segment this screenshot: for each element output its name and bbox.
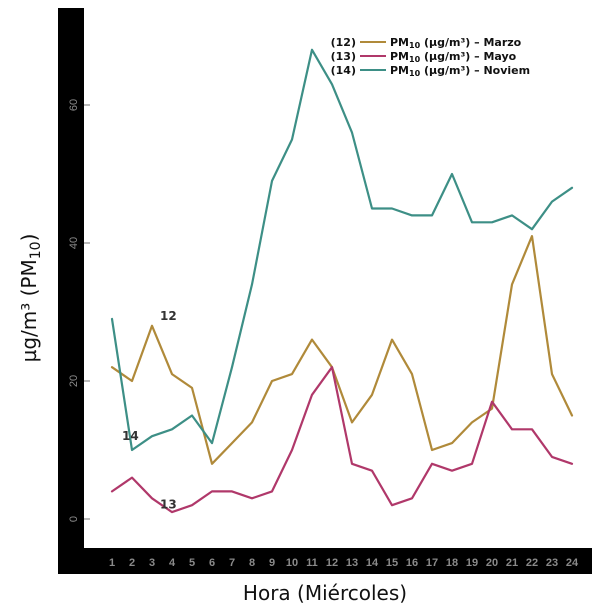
- x-tick-label: 19: [466, 557, 478, 569]
- x-tick-label: 23: [546, 557, 558, 569]
- series-inline-label-13: 13: [160, 497, 177, 511]
- legend-label-13: PM10 (µg/m³) – Mayo: [390, 50, 517, 64]
- x-tick-label: 10: [286, 557, 298, 569]
- x-tick-label: 21: [506, 557, 518, 569]
- series-inline-label-12: 12: [160, 309, 177, 323]
- x-tick-label: 20: [486, 557, 498, 569]
- series-line-12: [110, 235, 574, 465]
- x-tick-label: 7: [229, 557, 235, 569]
- x-tick-label: 22: [526, 557, 538, 569]
- legend-prefix-13: (13): [331, 50, 356, 63]
- x-tick-label: 14: [366, 557, 379, 569]
- x-tick-label: 8: [249, 557, 255, 569]
- x-tick-label: 2: [129, 557, 135, 569]
- y-axis-ticks: 0 20 40 60: [68, 99, 90, 522]
- x-tick-label: 4: [169, 557, 176, 569]
- x-tick-label: 3: [149, 557, 155, 569]
- x-tick-label: 11: [306, 557, 318, 569]
- x-tick-label: 5: [189, 557, 195, 569]
- bottom-black-band: [58, 548, 592, 574]
- x-tick-label: 16: [406, 557, 418, 569]
- legend-label-14: PM10 (µg/m³) – Noviem: [390, 64, 530, 78]
- series-lines: [110, 48, 574, 514]
- x-tick-label: 1: [109, 557, 115, 569]
- y-axis-title-main: µg/m³ (PM: [17, 259, 41, 362]
- x-tick-label: 18: [446, 557, 458, 569]
- y-tick-label: 20: [68, 375, 80, 387]
- x-tick-label: 24: [566, 557, 579, 569]
- x-axis-ticks: 1 2 3 4 5 6 7 8 9 10 11 12 13 14 15 16 17 18 19 20 21 22 23 24: [109, 557, 579, 569]
- x-tick-label: 17: [426, 557, 438, 569]
- y-axis-title-end: ): [17, 234, 41, 242]
- series-line-14: [110, 48, 574, 452]
- series-inline-label-14: 14: [122, 429, 139, 443]
- legend-prefix-12: (12): [331, 36, 356, 49]
- x-tick-label: 12: [326, 557, 338, 569]
- y-axis-title: µg/m³ (PM10): [17, 234, 44, 363]
- x-tick-label: 15: [386, 557, 398, 569]
- x-tick-label: 13: [346, 557, 358, 569]
- series-line-13: [110, 366, 574, 514]
- x-tick-label: 9: [269, 557, 275, 569]
- legend: (12) PM10 (µg/m³) – Marzo (13) PM10 (µg/m³)…: [331, 36, 530, 78]
- left-black-band: [58, 8, 84, 574]
- y-tick-label: 40: [68, 237, 80, 249]
- x-axis-title: Hora (Miércoles): [243, 581, 407, 605]
- legend-prefix-14: (14): [331, 64, 356, 77]
- y-axis-title-sub: 10: [28, 241, 44, 259]
- y-tick-label: 60: [68, 99, 80, 111]
- x-tick-label: 6: [209, 557, 215, 569]
- y-tick-label: 0: [68, 516, 80, 522]
- series-inline-labels: 12 13 14: [122, 309, 177, 512]
- legend-label-12: PM10 (µg/m³) – Marzo: [390, 36, 522, 50]
